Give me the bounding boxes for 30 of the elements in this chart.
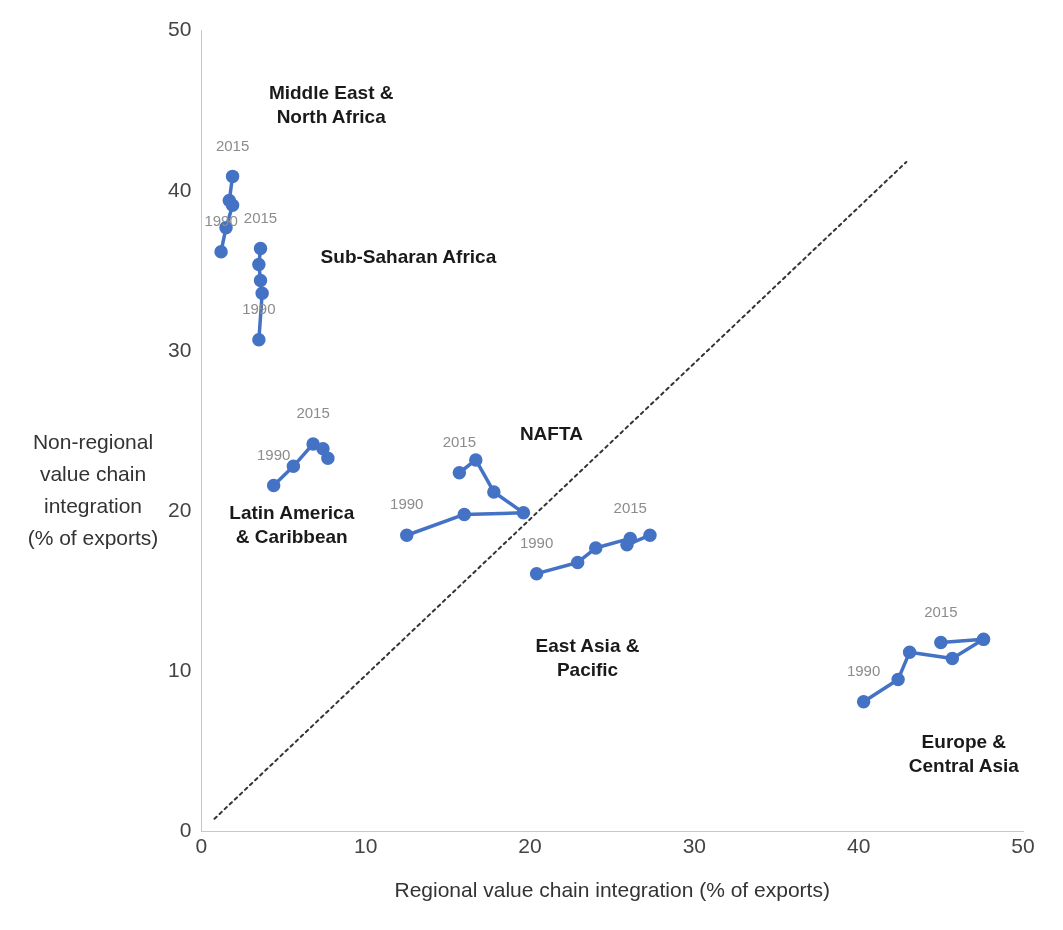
y-tick-label: 20 [168,498,192,521]
annotation: 1990 [256,445,291,463]
x-tick-label: 20 [518,834,542,857]
y-tick-label: 50 [168,17,192,41]
x-axis-title: Regional value chain integration (% of exports) [394,878,830,902]
x-tick-label: 30 [682,834,707,857]
annotation: 2015 [215,136,250,154]
text: NAFTA [519,422,584,444]
x-tick-label: 50 [1011,834,1035,857]
y-axis-title: Non-regional value chain integration (% of exports) [27,429,159,549]
text: Europe & Central Asia [908,730,1020,776]
annotation: 1990 [519,533,554,551]
annotation: 1990 [390,495,424,513]
y-tick-label: 10 [168,658,192,682]
text: Middle East & North Africa [268,82,394,128]
annotation: 2015 [296,404,330,422]
y-tick-label: 0 [179,818,192,842]
annotation: 1990 [846,661,881,679]
x-tick-label: 40 [846,834,871,857]
x-tick-label: 10 [354,834,378,857]
y-tick-label: 30 [168,337,192,361]
x-tick-label: 0 [195,834,208,857]
y-tick-label: 40 [168,177,192,201]
annotation: 2015 [613,498,647,516]
annotation: 2015 [924,602,958,620]
annotation: 2015 [442,432,477,450]
text: East Asia & Pacific [535,634,640,680]
annotation: 2015 [243,208,278,226]
text: Sub-Saharan Africa [320,246,497,268]
series-label: Latin America & Caribbean [229,501,355,547]
